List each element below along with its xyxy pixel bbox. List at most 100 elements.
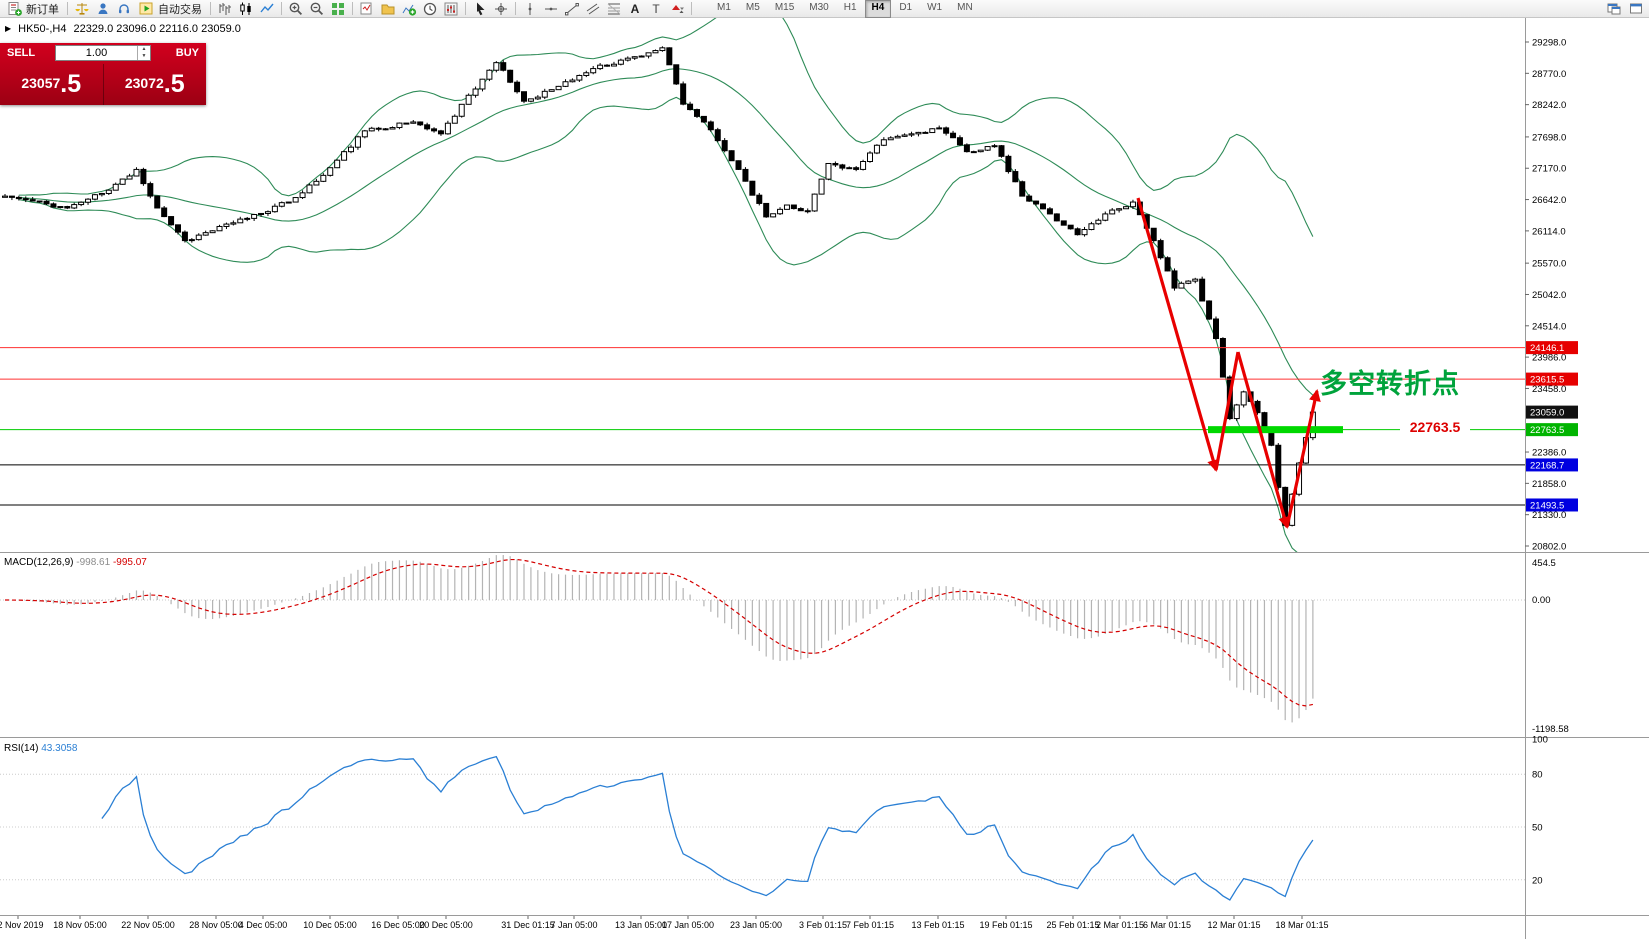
market-depth-icon xyxy=(75,2,89,15)
time-tick-label: 3 Feb 01:15 xyxy=(799,920,847,930)
price-tick-label: 23986.0 xyxy=(1532,353,1566,364)
price-tick-label: 27698.0 xyxy=(1532,132,1566,143)
price-tick-label: 23458.0 xyxy=(1532,384,1566,395)
time-tick-label: 22 Nov 05:00 xyxy=(121,920,175,930)
bollinger-middle-band xyxy=(18,68,1314,396)
text-icon: A xyxy=(631,2,640,16)
price-chart[interactable]: 29298.0 28770.0 28242.0 27698.0 27170.0 26642… xyxy=(0,18,1649,939)
toolbar-separator xyxy=(465,2,466,15)
add-indicator-icon xyxy=(402,4,417,16)
new-order-button[interactable]: 新订单 xyxy=(3,1,63,17)
price-tag-label: 22763.5 xyxy=(1530,425,1564,436)
toolbar-separator xyxy=(67,2,68,15)
buy-price[interactable]: 23072.5 xyxy=(124,70,185,98)
time-scale[interactable]: 12 Nov 2019 18 Nov 05:00 22 Nov 05:00 28 No… xyxy=(0,916,1329,930)
timeframe-h4-button[interactable]: H4 xyxy=(864,0,892,18)
line-chart-icon xyxy=(260,3,274,12)
price-tick-label: 28242.0 xyxy=(1532,100,1566,111)
chart-properties-icon xyxy=(444,2,458,15)
time-tick-label: 25 Feb 01:15 xyxy=(1046,920,1099,930)
accounts-icon xyxy=(98,2,108,14)
timeframe-w1-button[interactable]: W1 xyxy=(927,1,943,13)
volume-down-icon[interactable]: ▼ xyxy=(141,53,147,59)
timeframe-m30-button[interactable]: M30 xyxy=(809,1,829,13)
timeframe-h1-button[interactable]: H1 xyxy=(843,1,857,13)
toolbar-right-group xyxy=(1604,1,1646,17)
new-chart-window-button[interactable] xyxy=(1604,1,1624,17)
time-tick-label: 7 Feb 01:15 xyxy=(846,920,894,930)
text-label-button[interactable]: T xyxy=(646,1,666,17)
timeframe-m5-button[interactable]: M5 xyxy=(745,1,760,13)
chart-properties-button[interactable] xyxy=(441,1,461,17)
crosshair-button[interactable] xyxy=(491,1,511,17)
tile-windows-button[interactable] xyxy=(328,1,348,17)
svg-text:T: T xyxy=(652,2,660,16)
vertical-line-button[interactable] xyxy=(520,1,540,17)
autotrading-icon xyxy=(139,2,153,14)
add-indicator-button[interactable] xyxy=(399,1,419,17)
profiles-button[interactable] xyxy=(378,1,398,17)
price-tick-label: 26642.0 xyxy=(1532,195,1566,206)
trendline-button[interactable] xyxy=(562,1,582,17)
fibonacci-button[interactable] xyxy=(604,1,624,17)
price-scale[interactable]: 29298.0 28770.0 28242.0 27698.0 27170.0 26642… xyxy=(1525,38,1578,553)
price-tick-label: 29298.0 xyxy=(1532,38,1566,49)
horizontal-line-button[interactable] xyxy=(541,1,561,17)
window-layout-button[interactable] xyxy=(1626,1,1646,17)
price-tag-23059.0 xyxy=(1526,405,1578,419)
text-button[interactable]: A xyxy=(625,1,645,17)
new-chart-window-icon xyxy=(1607,3,1621,14)
fibonacci-icon xyxy=(607,3,621,14)
text-label-icon: T xyxy=(652,2,660,16)
toolbar-separator xyxy=(210,2,211,15)
zoom-in-button[interactable] xyxy=(286,1,306,17)
price-tag-24146.1 xyxy=(1526,341,1578,355)
timeframe-m15-button[interactable]: M15 xyxy=(774,1,795,13)
timeframe-mn-button[interactable]: MN xyxy=(957,1,973,13)
accounts-button[interactable] xyxy=(93,1,113,17)
templates-button[interactable] xyxy=(357,1,377,17)
sell-button[interactable]: SELL xyxy=(7,47,36,59)
volume-input[interactable]: 1.00 ▲ ▼ xyxy=(55,45,151,61)
price-tick-label: 28770.0 xyxy=(1532,69,1566,80)
zoom-out-button[interactable] xyxy=(307,1,327,17)
arrow-tools-button[interactable] xyxy=(667,1,687,17)
price-tick-label: 25570.0 xyxy=(1532,259,1566,270)
support-button[interactable] xyxy=(114,1,134,17)
support-icon xyxy=(119,3,129,13)
time-tick-label: 12 Nov 2019 xyxy=(0,920,44,930)
volume-up-icon[interactable]: ▲ xyxy=(141,46,147,52)
market-depth-button[interactable] xyxy=(72,1,92,17)
symbol-name: HK50-,H4 xyxy=(18,23,67,35)
time-tick-label: 17 Jan 05:00 xyxy=(662,920,714,930)
autotrading-button[interactable]: 自动交易 xyxy=(135,1,206,17)
horizontal-line-icon xyxy=(545,7,557,10)
macd-histogram xyxy=(11,555,1314,723)
bollinger-bands xyxy=(18,18,1314,552)
toolbar-separator xyxy=(352,2,353,15)
main-toolbar: 新订单 自动交易 A T M1 M5 M15 M30 H1 H4 D1 W1 MN xyxy=(0,0,1649,18)
price-tick-label: 27170.0 xyxy=(1532,164,1566,175)
periods-icon xyxy=(423,2,437,15)
price-tag-22168.7 xyxy=(1526,458,1578,472)
volume-value[interactable]: 1.00 xyxy=(85,47,108,59)
bar-chart-button[interactable] xyxy=(215,1,235,17)
line-chart-button[interactable] xyxy=(257,1,277,17)
rsi-indicator-label: RSI(14) 43.3058 xyxy=(4,743,78,754)
pane-separators xyxy=(0,552,1649,916)
time-tick-label: 12 Mar 01:15 xyxy=(1207,920,1260,930)
periods-button[interactable] xyxy=(420,1,440,17)
candlestick-chart-button[interactable] xyxy=(236,1,256,17)
bar-chart-icon xyxy=(219,2,231,15)
buy-button[interactable]: BUY xyxy=(175,47,199,59)
channel-button[interactable] xyxy=(583,1,603,17)
cursor-button[interactable] xyxy=(470,1,490,17)
candlestick-chart-icon xyxy=(240,2,251,15)
timeframe-d1-button[interactable]: D1 xyxy=(899,1,913,13)
time-tick-label: 2 Mar 01:15 xyxy=(1096,920,1144,930)
volume-spinner[interactable]: ▲ ▼ xyxy=(137,46,150,60)
timeframe-m1-button[interactable]: M1 xyxy=(717,1,731,13)
sell-price[interactable]: 23057.5 xyxy=(0,64,104,105)
price-tick-label: 20802.0 xyxy=(1532,542,1566,553)
toolbar-separator xyxy=(691,2,692,15)
